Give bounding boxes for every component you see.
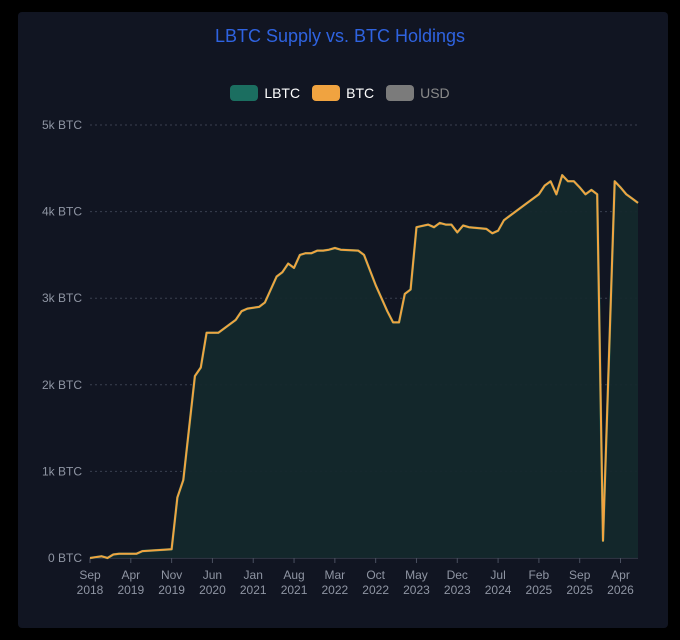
x-tick-label-month: Aug	[283, 568, 304, 582]
legend-swatch-btc	[312, 85, 341, 101]
x-tick-label-month: Apr	[121, 568, 140, 582]
y-tick-label: 0 BTC	[48, 551, 82, 565]
y-tick-label: 5k BTC	[42, 118, 82, 132]
chart-title: LBTC Supply vs. BTC Holdings	[214, 26, 466, 46]
x-tick-label-year: 2021	[281, 583, 308, 597]
y-tick-label: 3k BTC	[42, 291, 82, 305]
x-tick-label-year: 2025	[526, 583, 553, 597]
legend-label-btc: BTC	[346, 85, 375, 101]
legend-item-lbtc[interactable]: LBTC	[230, 85, 300, 101]
legend-item-btc[interactable]: BTC	[312, 85, 374, 101]
x-axis: Sep2018Apr2019Nov2019Jun2020Jan2021Aug20…	[77, 558, 634, 597]
x-tick-label-month: Sep	[569, 568, 591, 582]
x-tick-label-month: Jan	[244, 568, 263, 582]
x-tick-label-year: 2018	[77, 583, 104, 597]
x-tick-label-month: Feb	[529, 568, 550, 582]
lbtc-area	[90, 175, 638, 558]
x-tick-label-year: 2020	[199, 583, 226, 597]
x-tick-label-month: Oct	[366, 568, 385, 582]
x-tick-label-month: Sep	[79, 568, 101, 582]
x-tick-label-year: 2022	[321, 583, 348, 597]
y-axis: 0 BTC 1k BTC 2k BTC 3k BTC 4k BTC 5k BTC	[42, 118, 82, 565]
btc-line	[89, 174, 639, 559]
x-tick-label-year: 2022	[362, 583, 389, 597]
x-tick-label-month: Mar	[325, 568, 346, 582]
x-tick-label-year: 2025	[566, 583, 593, 597]
legend-item-usd[interactable]: USD	[386, 85, 450, 101]
legend-swatch-usd	[386, 85, 415, 101]
x-tick-label-year: 2026	[607, 583, 634, 597]
y-tick-label: 4k BTC	[42, 205, 82, 219]
x-tick-label-year: 2019	[117, 583, 144, 597]
legend-label-lbtc: LBTC	[264, 85, 301, 101]
x-tick-label-year: 2019	[158, 583, 185, 597]
y-tick-label: 1k BTC	[42, 464, 82, 478]
legend-swatch-lbtc	[230, 85, 259, 101]
x-tick-label-year: 2023	[403, 583, 430, 597]
x-tick-label-month: Nov	[161, 568, 182, 582]
x-tick-label-year: 2023	[444, 583, 471, 597]
legend-label-usd: USD	[420, 85, 450, 101]
x-tick-label-month: Dec	[447, 568, 468, 582]
legend: LBTC BTC USD	[0, 85, 680, 101]
x-tick-label-month: Jun	[203, 568, 222, 582]
x-tick-label-month: May	[405, 568, 428, 582]
y-tick-label: 2k BTC	[42, 378, 82, 392]
x-tick-label-year: 2021	[240, 583, 267, 597]
x-tick-label-month: Apr	[611, 568, 630, 582]
series-layer	[89, 173, 639, 560]
x-tick-label-year: 2024	[485, 583, 512, 597]
x-tick-label-month: Jul	[490, 568, 505, 582]
